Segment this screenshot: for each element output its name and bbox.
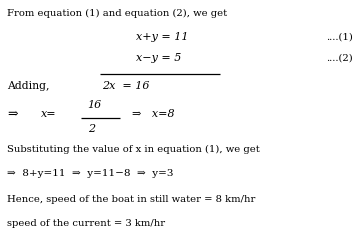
Text: 2: 2: [88, 124, 95, 134]
Text: ⇒   x=8: ⇒ x=8: [132, 110, 175, 119]
Text: ⇒: ⇒: [7, 108, 18, 121]
Text: x−y = 5: x−y = 5: [136, 53, 182, 63]
Text: ....(1): ....(1): [326, 32, 353, 41]
Text: ⇒  8+y=11  ⇒  y=11−8  ⇒  y=3: ⇒ 8+y=11 ⇒ y=11−8 ⇒ y=3: [7, 169, 174, 178]
Text: speed of the current = 3 km/hr: speed of the current = 3 km/hr: [7, 219, 165, 228]
Text: ....(2): ....(2): [326, 53, 353, 62]
Text: Hence, speed of the boat in still water = 8 km/hr: Hence, speed of the boat in still water …: [7, 195, 256, 204]
Text: 16: 16: [88, 100, 102, 110]
Text: 2x  = 16: 2x = 16: [102, 81, 150, 91]
Text: Adding,: Adding,: [7, 81, 50, 91]
Text: From equation (1) and equation (2), we get: From equation (1) and equation (2), we g…: [7, 8, 227, 17]
Text: x=: x=: [41, 110, 57, 119]
Text: x+y = 11: x+y = 11: [136, 32, 189, 42]
Text: Substituting the value of x in equation (1), we get: Substituting the value of x in equation …: [7, 145, 260, 154]
